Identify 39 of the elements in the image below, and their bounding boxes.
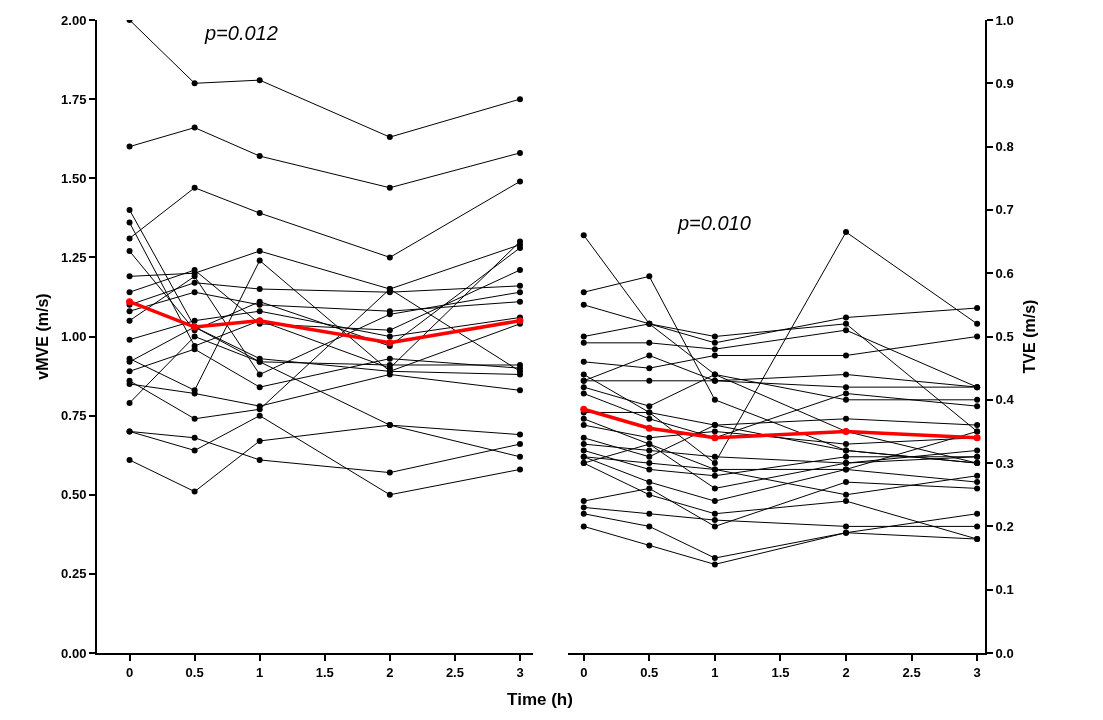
y2-tick-label: 0.8 [995, 139, 1014, 155]
x-tick-label: 0.5 [640, 664, 659, 680]
x-axis-title: Time (h) [506, 690, 574, 710]
x-tick-label: 1 [711, 664, 719, 680]
x-tick-label: 0.5 [185, 664, 204, 680]
y2-tick-label: 0.9 [995, 75, 1014, 91]
y-tick-label: 2.00 [61, 12, 87, 28]
y2-axis-title: TVE (m/s) [1020, 299, 1038, 374]
y2-tick-label: 0.4 [995, 392, 1015, 408]
x-tick-label: 2.5 [445, 664, 464, 680]
annotation: p=0.010 [677, 212, 751, 234]
y2-tick-label: 1.0 [995, 12, 1014, 28]
y-tick-label: 0.75 [61, 408, 87, 424]
x-tick-label: 1 [256, 664, 264, 680]
y2-tick-label: 0.2 [995, 518, 1014, 534]
y2-tick-label: 0.1 [995, 582, 1014, 598]
y2-tick-label: 0.0 [995, 645, 1014, 661]
y2-tick-label: 0.6 [995, 265, 1014, 281]
y-axis-title: vMVE (m/s) [34, 293, 52, 380]
x-tick-label: 0 [125, 664, 134, 680]
x-tick-label: 3 [516, 664, 524, 680]
y2-tick-label: 0.5 [995, 329, 1014, 345]
x-tick-label: 0 [580, 664, 588, 680]
x-tick-label: 2 [842, 664, 850, 680]
x-tick-label: 1.5 [315, 664, 334, 680]
annotation: p=0.012 [204, 22, 278, 44]
y-tick-label: 0.50 [61, 487, 87, 503]
y-tick-label: 0.00 [61, 645, 87, 661]
y-tick-label: 1.00 [61, 329, 87, 345]
x-tick-label: 3 [973, 664, 981, 680]
y-tick-label: 1.25 [61, 249, 87, 265]
y-tick-label: 1.50 [61, 170, 87, 186]
x-tick-label: 1.5 [771, 664, 790, 680]
y2-tick-label: 0.3 [995, 455, 1014, 471]
y-tick-label: 1.75 [61, 91, 87, 107]
y2-tick-label: 0.7 [995, 202, 1014, 218]
x-tick-label: 2 [386, 664, 394, 680]
x-tick-label: 2.5 [902, 664, 921, 680]
y-tick-label: 0.25 [61, 566, 87, 582]
